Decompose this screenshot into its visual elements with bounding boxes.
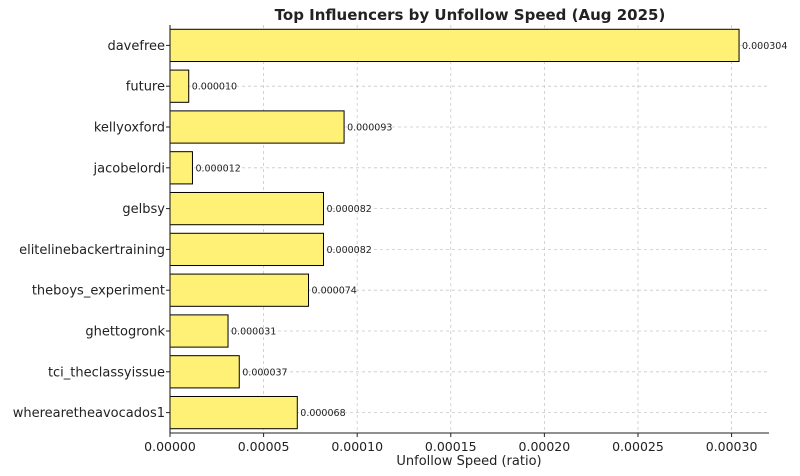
bar — [169, 355, 240, 389]
bar — [169, 314, 229, 348]
bar — [169, 110, 345, 144]
bar — [169, 232, 324, 267]
bar — [169, 395, 298, 430]
x-tick-label: 0.00005 — [238, 439, 290, 454]
x-tick-label: 0.00020 — [519, 439, 571, 454]
y-tick-label: tci_theclassyissue — [48, 365, 165, 380]
axes — [169, 25, 769, 434]
y-tick-label: jacobelordi — [93, 161, 165, 176]
y-tick-label: kellyoxford — [94, 121, 165, 136]
bar — [169, 69, 190, 103]
data-label: 0.000304 — [742, 41, 787, 52]
y-tick-label: wherearetheavocados1 — [13, 406, 165, 421]
bar — [169, 191, 324, 226]
y-tick-label: future — [126, 80, 165, 95]
data-label: 0.000068 — [300, 408, 345, 419]
data-label: 0.000074 — [312, 286, 357, 297]
y-tick-label: theboys_experiment — [32, 284, 165, 299]
y-tick-label: davefree — [107, 39, 165, 54]
bar — [169, 151, 193, 185]
data-label: 0.000093 — [347, 123, 392, 134]
y-tick-label: ghettogronk — [85, 325, 165, 340]
data-label: 0.000082 — [326, 204, 371, 215]
x-ticks: 0.00000 0.00005 0.00010 0.00015 0.00020 0.000… — [144, 433, 757, 454]
y-tick-label: elitelinebackertraining — [19, 243, 165, 258]
grid — [169, 25, 769, 433]
bar — [169, 28, 740, 63]
bar — [169, 273, 310, 307]
bars — [169, 28, 740, 430]
chart-title: Top Influencers by Unfollow Speed (Aug 2… — [275, 6, 666, 24]
data-label: 0.000012 — [195, 163, 240, 174]
data-label: 0.000031 — [231, 327, 276, 338]
data-label: 0.000037 — [242, 367, 287, 378]
data-label: 0.000082 — [326, 245, 371, 256]
x-tick-label: 0.00030 — [706, 439, 758, 454]
x-tick-label: 0.00000 — [144, 439, 196, 454]
data-label: 0.000010 — [192, 82, 237, 93]
y-ticks: davefree future kellyoxford jacobelordi gelb… — [13, 39, 170, 421]
x-tick-label: 0.00010 — [331, 439, 383, 454]
x-tick-label: 0.00025 — [612, 439, 664, 454]
x-tick-label: 0.00015 — [425, 439, 477, 454]
data-labels: 0.000304 0.000010 0.000093 0.000012 0.000082… — [192, 41, 788, 419]
y-tick-label: gelbsy — [122, 202, 165, 217]
x-axis-label: Unfollow Speed (ratio) — [396, 454, 541, 469]
